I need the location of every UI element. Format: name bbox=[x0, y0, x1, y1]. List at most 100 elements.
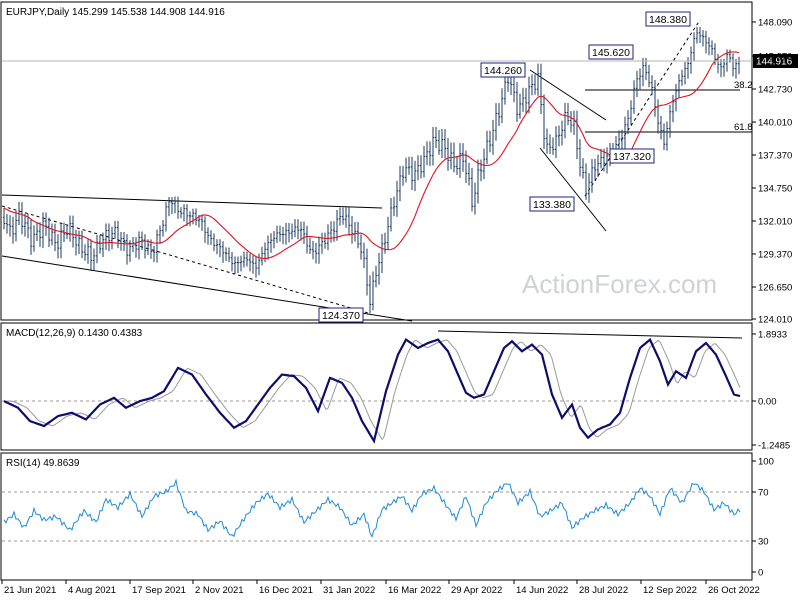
ohlc-bar bbox=[437, 129, 441, 155]
rsi-line bbox=[3, 478, 741, 539]
ohlc-bar bbox=[392, 196, 396, 217]
price-tick-label: 132.010 bbox=[758, 217, 792, 228]
ohlc-bar bbox=[104, 223, 108, 250]
ohlc-bar bbox=[446, 138, 450, 171]
price-tick-label: 137.370 bbox=[758, 151, 792, 162]
ohlc-bar bbox=[722, 58, 726, 77]
ohlc-bar bbox=[5, 213, 9, 234]
ohlc-bar bbox=[482, 148, 486, 180]
ohlc-bar bbox=[563, 102, 567, 139]
ohlc-bar bbox=[500, 88, 504, 124]
ohlc-bar bbox=[404, 157, 408, 183]
ohlc-bar bbox=[554, 126, 558, 159]
macd-tick-label: 1.8933 bbox=[758, 330, 787, 341]
price-tick-label: 142.730 bbox=[758, 85, 792, 96]
svg-text:137.320: 137.320 bbox=[613, 151, 651, 163]
ohlc-bar bbox=[371, 271, 375, 311]
macd-y-axis: 1.8933 0.00 -1.2485 bbox=[752, 330, 790, 452]
ohlc-bar bbox=[77, 230, 81, 255]
ohlc-bar bbox=[719, 59, 723, 78]
price-tick-label: 145.370 bbox=[758, 52, 792, 63]
ohlc-bar bbox=[356, 221, 360, 249]
rsi-tick-label: 30 bbox=[758, 537, 769, 548]
ohlc-bar bbox=[254, 256, 258, 278]
ohlc-bar bbox=[347, 206, 351, 236]
ohlc-bar bbox=[650, 75, 654, 96]
ohlc-bar bbox=[182, 204, 186, 222]
level-label: 137.320 bbox=[609, 148, 655, 164]
ohlc-bar bbox=[29, 218, 33, 255]
ohlc-bar bbox=[659, 115, 663, 140]
ohlc-bar bbox=[59, 222, 63, 259]
ohlc-bar bbox=[233, 256, 237, 274]
ohlc-bar bbox=[65, 225, 69, 240]
ohlc-bar bbox=[581, 158, 585, 179]
ohlc-bar bbox=[269, 233, 273, 253]
svg-text:148.380: 148.380 bbox=[649, 14, 687, 26]
date-x-axis: 21 Jun 2021 4 Aug 2021 17 Sep 2021 2 Nov 20… bbox=[1, 580, 760, 596]
ohlc-bar bbox=[266, 235, 270, 260]
ohlc-bar bbox=[71, 215, 75, 248]
ohlc-bar bbox=[80, 230, 84, 259]
ohlc-bar bbox=[89, 239, 93, 271]
ohlc-bar bbox=[8, 215, 12, 237]
ohlc-bar bbox=[653, 80, 657, 117]
date-tick-label: 2 Nov 2021 bbox=[195, 585, 244, 596]
ohlc-bar bbox=[731, 53, 735, 77]
ohlc-bar bbox=[689, 46, 693, 74]
ohlc-bar bbox=[110, 226, 114, 250]
current-price-box bbox=[753, 54, 798, 68]
level-label: 124.370 bbox=[318, 307, 364, 323]
ohlc-bar bbox=[467, 162, 471, 186]
ohlc-bar bbox=[596, 154, 600, 178]
price-tick-label: 129.370 bbox=[758, 250, 792, 261]
ohlc-bar bbox=[557, 125, 561, 147]
ohlc-bar bbox=[569, 111, 573, 133]
ohlc-bar bbox=[305, 225, 309, 254]
ohlc-bar bbox=[179, 207, 183, 219]
ohlc-bar bbox=[455, 156, 459, 175]
ohlc-bar bbox=[422, 146, 426, 178]
ohlc-bar bbox=[443, 129, 447, 159]
rsi-tick-label: 70 bbox=[758, 488, 769, 499]
ohlc-bar bbox=[209, 230, 213, 246]
ohlc-bar bbox=[419, 155, 423, 179]
ohlc-bar bbox=[242, 251, 246, 268]
ohlc-bar bbox=[488, 130, 492, 153]
ohlc-bar bbox=[191, 208, 195, 225]
ohlc-bar bbox=[341, 207, 345, 225]
ohlc-bar bbox=[98, 235, 102, 254]
ohlc-bar bbox=[671, 94, 675, 123]
ohlc-bar bbox=[389, 197, 393, 232]
ohlc-bar bbox=[23, 213, 27, 237]
ohlc-bar bbox=[485, 130, 489, 165]
ohlc-bar bbox=[527, 76, 531, 114]
price-header: EURJPY,Daily 145.299 145.538 144.908 144… bbox=[6, 7, 225, 18]
ohlc-bar bbox=[386, 216, 390, 250]
ohlc-bar bbox=[248, 253, 252, 272]
macd-tick-label: 0.00 bbox=[758, 397, 777, 408]
date-tick-label: 17 Sep 2021 bbox=[132, 585, 186, 596]
ohlc-bar bbox=[518, 93, 522, 119]
ohlc-bar bbox=[632, 80, 636, 114]
rsi-y-axis: 100 70 30 0 bbox=[752, 457, 774, 579]
rsi-header: RSI(14) 49.8639 bbox=[6, 458, 80, 469]
ohlc-bar bbox=[470, 167, 474, 212]
ohlc-bar bbox=[35, 222, 39, 241]
ohlc-bar bbox=[200, 214, 204, 231]
ohlc-bar bbox=[374, 265, 378, 288]
ohlc-bar bbox=[95, 234, 99, 264]
date-tick-label: 26 Oct 2022 bbox=[708, 585, 760, 596]
date-tick-label: 12 Sep 2022 bbox=[643, 585, 697, 596]
date-tick-label: 4 Aug 2021 bbox=[68, 585, 116, 596]
ohlc-bar bbox=[218, 239, 222, 258]
ohlc-bar bbox=[158, 225, 162, 244]
ohlc-bar bbox=[119, 231, 123, 251]
fall-resistance-line bbox=[529, 69, 607, 121]
ohlc-bar bbox=[38, 222, 42, 247]
ohlc-bar bbox=[383, 232, 387, 254]
ohlc-bar bbox=[401, 165, 405, 186]
date-tick-label: 28 Jul 2022 bbox=[579, 585, 628, 596]
ohlc-bar bbox=[239, 255, 243, 272]
ohlc-bar bbox=[11, 216, 15, 244]
